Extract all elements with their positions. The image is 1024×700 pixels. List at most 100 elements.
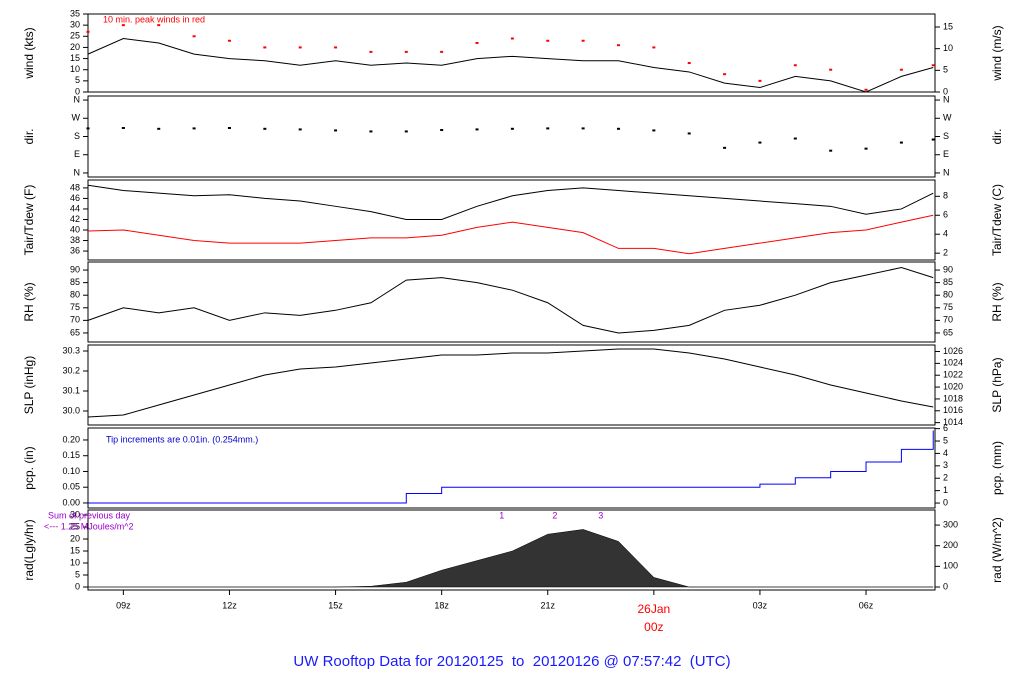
data-point [404, 130, 408, 133]
data-point [723, 146, 727, 149]
y-tick-label: 30.3 [62, 345, 80, 355]
data-point [263, 46, 267, 49]
marker-label: 2 [552, 510, 557, 520]
y-axis-label: pcp. (in) [22, 446, 36, 489]
y-tick-label: 20 [70, 42, 80, 52]
data-point [931, 64, 935, 67]
data-point [121, 24, 125, 27]
y-tick-label: W [72, 113, 81, 123]
data-point [758, 141, 762, 144]
data-point [864, 88, 868, 91]
y-tick-label: 30.0 [62, 405, 80, 415]
data-point [829, 68, 833, 71]
y-tick-label: 0.00 [62, 497, 80, 507]
data-point [616, 44, 620, 47]
x-tick-label: 00z [644, 620, 663, 634]
y-tick-label: 100 [943, 561, 958, 571]
annotation: Tip increments are 0.01in. (0.254mm.) [106, 434, 258, 444]
y-tick-label: E [74, 149, 80, 159]
y-tick-label: 80 [943, 290, 953, 300]
y2-axis-label: wind (m/s) [990, 25, 1004, 81]
y-tick-label: 5 [943, 65, 948, 75]
y-tick-label: 70 [70, 315, 80, 325]
y-tick-label: N [943, 94, 950, 104]
data-point [510, 37, 514, 40]
y2-axis-label: Tair/Tdew (C) [990, 184, 1004, 256]
data-point [793, 137, 797, 140]
y-tick-label: 46 [70, 193, 80, 203]
data-point [86, 127, 90, 130]
data-point [369, 130, 373, 133]
data-point [440, 129, 444, 132]
y-tick-label: 0.10 [62, 466, 80, 476]
y-tick-label: 0 [943, 497, 948, 507]
panel-frame [87, 261, 936, 343]
data-point [687, 132, 691, 135]
data-point [829, 149, 833, 152]
y-tick-label: 2 [943, 248, 948, 258]
y-tick-label: 1024 [943, 358, 963, 368]
y-tick-label: S [943, 131, 949, 141]
y2-axis-label: pcp. (mm) [990, 441, 1004, 495]
panel-frame [87, 427, 936, 509]
y-tick-label: 38 [70, 235, 80, 245]
data-point [475, 128, 479, 131]
data-point [298, 46, 302, 49]
series-line [87, 267, 934, 334]
y-tick-label: 1020 [943, 381, 963, 391]
y-tick-label: 5 [75, 569, 80, 579]
series-line [87, 214, 934, 255]
y-tick-label: 5 [75, 75, 80, 85]
series-line [87, 184, 934, 220]
x-date-label: 26Jan [637, 602, 670, 616]
data-point [864, 147, 868, 150]
data-point [581, 127, 585, 130]
y-tick-label: 1022 [943, 370, 963, 380]
y-tick-label: 75 [943, 302, 953, 312]
y-tick-label: 85 [943, 277, 953, 287]
data-point [298, 128, 302, 131]
data-point [899, 68, 903, 71]
y-tick-label: 30 [70, 20, 80, 30]
y-tick-label: 1026 [943, 346, 963, 356]
data-point [121, 126, 125, 129]
y2-axis-label: dir. [990, 128, 1004, 144]
y-tick-label: 15 [70, 53, 80, 63]
y-tick-label: 3 [943, 460, 948, 470]
data-point [157, 127, 161, 130]
y-tick-label: 0 [943, 86, 948, 96]
data-point [723, 73, 727, 76]
y-tick-label: N [943, 167, 950, 177]
data-point [475, 41, 479, 44]
data-point [931, 138, 935, 141]
annotation: Sum of previous day [48, 510, 131, 520]
y-tick-label: 15 [70, 545, 80, 555]
data-point [652, 46, 656, 49]
y-axis-label: Tair/Tdew (F) [22, 185, 36, 256]
y2-axis-label: RH (%) [990, 282, 1004, 321]
x-tick-label: 09z [116, 600, 131, 610]
data-point [546, 127, 550, 130]
y-tick-label: 1014 [943, 417, 963, 427]
y-tick-label: 25 [70, 31, 80, 41]
x-tick-label: 03z [753, 600, 768, 610]
y-tick-label: 10 [70, 64, 80, 74]
data-point [687, 62, 691, 65]
y-tick-label: 30 [70, 509, 80, 519]
y2-axis-label: rad (W/m^2) [990, 517, 1004, 583]
marker-label: 1 [499, 510, 504, 520]
y-tick-label: 2 [943, 473, 948, 483]
y-tick-label: 36 [70, 245, 80, 255]
y-tick-label: W [943, 113, 952, 123]
series-line [87, 38, 934, 93]
y-tick-label: 5 [943, 435, 948, 445]
panel-frame [87, 179, 936, 261]
data-point [263, 127, 267, 130]
data-point [192, 127, 196, 130]
chart-title: UW Rooftop Data for 20120125 to 20120126… [293, 653, 730, 670]
data-point [546, 39, 550, 42]
data-point [652, 129, 656, 132]
y-axis-label: wind (kts) [22, 27, 36, 79]
x-tick-label: 21z [540, 600, 555, 610]
